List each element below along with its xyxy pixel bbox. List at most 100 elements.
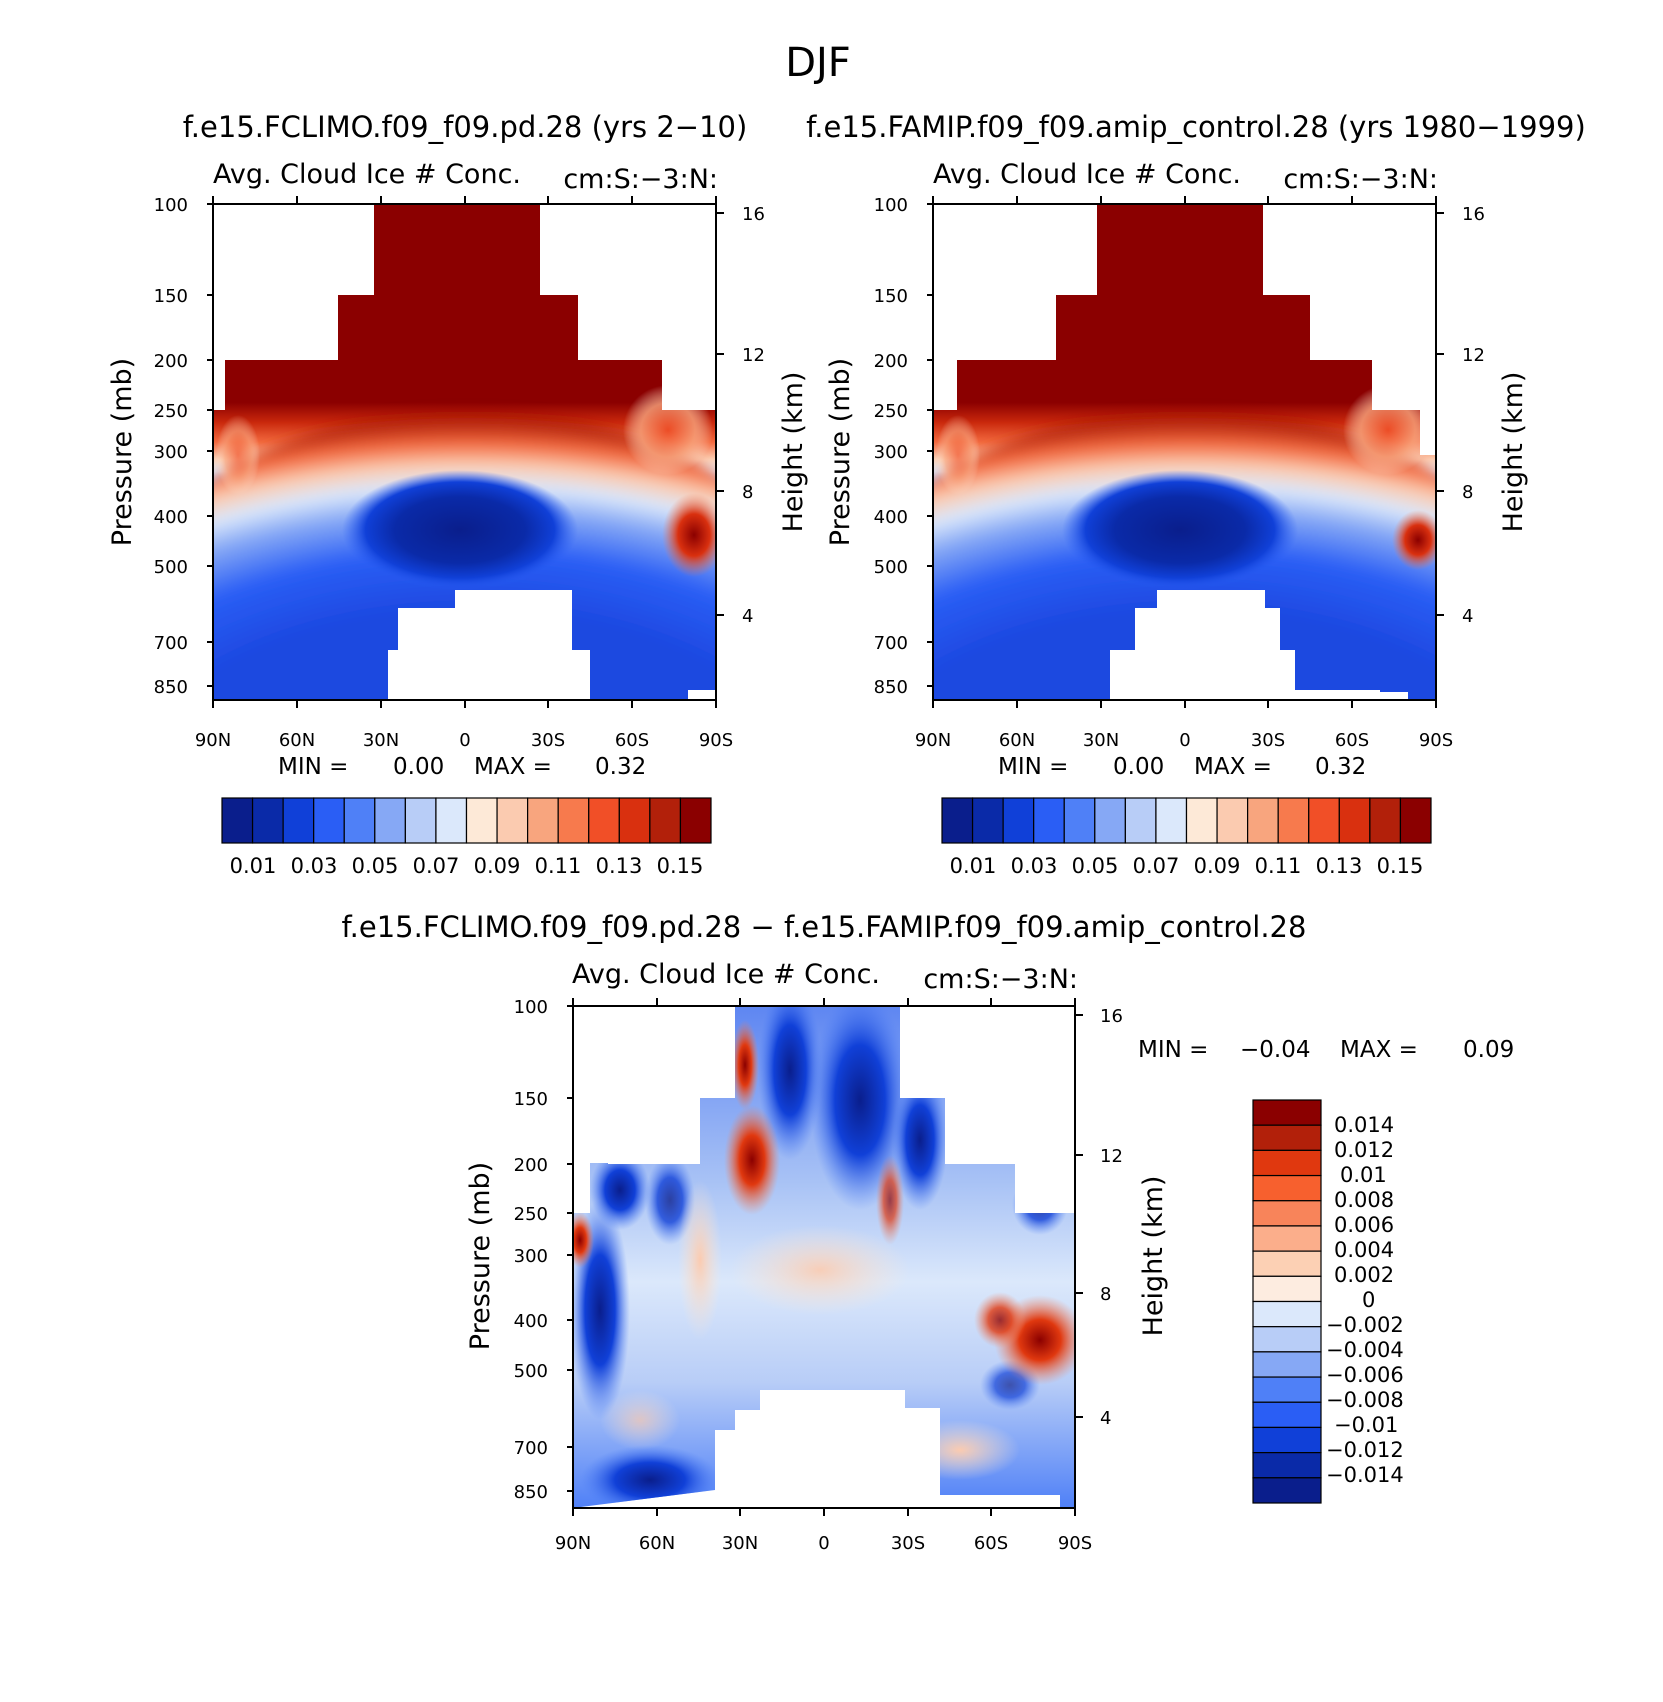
- y-tick-label: 300: [874, 442, 908, 463]
- x-tick-label: 90S: [699, 730, 733, 751]
- y-tick-label: 300: [514, 1246, 548, 1267]
- y-right-tick-label: 4: [742, 606, 753, 627]
- y-axis-right-label: Height (km): [1138, 1176, 1169, 1337]
- y-right-tick-label: 12: [1100, 1146, 1123, 1167]
- y-tick-label: 850: [154, 677, 188, 698]
- x-tick-label: 60N: [999, 730, 1035, 751]
- left-string: Avg. Cloud Ice # Conc.: [933, 159, 1241, 190]
- colorbar-swatch: [1216, 797, 1249, 844]
- y-axis-right-label: Height (km): [1498, 372, 1529, 533]
- y-tick-label: 500: [154, 557, 188, 578]
- min-max-stats: MIN = 0.00 MAX = 0.32: [998, 754, 1366, 780]
- colorbar-label: 0.006: [1334, 1213, 1394, 1237]
- colorbar-swatch: [496, 797, 529, 844]
- colorbar-label: 0.13: [596, 854, 643, 878]
- colorbar-label: 0.13: [1316, 854, 1363, 878]
- colorbar-labels: 0.01 0.03 0.05 0.07 0.09 0.11 0.13 0.15: [230, 854, 704, 878]
- colorbar-swatch: [1094, 797, 1126, 844]
- colorbar-swatch: [374, 797, 406, 844]
- colorbar-label: 0.05: [352, 854, 399, 878]
- min-label: MIN =: [1138, 1037, 1208, 1063]
- colorbar-swatch: [557, 797, 590, 844]
- colorbar-swatch: [1252, 1225, 1322, 1252]
- colorbar-swatch: [313, 797, 345, 844]
- left-string: Avg. Cloud Ice # Conc.: [213, 159, 521, 190]
- y-tick-label: 250: [874, 401, 908, 422]
- colorbar-label: −0.012: [1326, 1438, 1404, 1462]
- y-tick-label: 400: [874, 507, 908, 528]
- x-tick-label: 90N: [915, 730, 951, 751]
- colorbar-swatch: [1252, 1376, 1322, 1403]
- panel-title: f.e15.FAMIP.f09_f09.amip_control.28 (yrs…: [806, 110, 1586, 144]
- colorbar-swatch: [465, 797, 498, 844]
- y-tick-label: 850: [874, 677, 908, 698]
- x-tick-label: 90N: [195, 730, 231, 751]
- y-right-tick-label: 8: [1462, 482, 1473, 503]
- x-tick-label: 0: [1179, 730, 1190, 751]
- colorbar-swatch: [1252, 1250, 1322, 1277]
- colorbar-swatch: [1252, 1124, 1322, 1151]
- colorbar-swatch: [941, 797, 974, 844]
- y-right-tick-label: 4: [1462, 606, 1473, 627]
- contour-field: [573, 1006, 1075, 1508]
- figure-title: DJF: [785, 40, 851, 86]
- x-tick-label: 90S: [1058, 1533, 1092, 1554]
- colorbar-swatch: [1252, 1326, 1322, 1353]
- colorbar-labels: 0.014 0.012 0.01 0.008 0.006 0.004 0.002…: [1326, 1113, 1404, 1487]
- colorbar-label: 0.15: [657, 854, 704, 878]
- y-tick-label: 500: [874, 557, 908, 578]
- colorbar-swatch: [1252, 1401, 1322, 1429]
- min-value: 0.00: [1113, 754, 1164, 780]
- colorbar-swatch: [1252, 1300, 1322, 1328]
- min-label: MIN =: [278, 754, 348, 780]
- y-axis-left: 100 150 200 250 300 400 500 700 850 Pres…: [465, 997, 573, 1503]
- colorbar-swatch: [527, 797, 559, 844]
- colorbar-label: −0.008: [1326, 1388, 1404, 1412]
- x-tick-label: 60S: [1335, 730, 1369, 751]
- y-tick-label: 200: [154, 351, 188, 372]
- colorbar: [941, 797, 1432, 844]
- y-axis-label: Pressure (mb): [107, 358, 138, 546]
- min-value: −0.04: [1240, 1037, 1310, 1063]
- colorbar-label: 0.03: [291, 854, 338, 878]
- colorbar-swatch: [1308, 797, 1340, 844]
- colorbar-swatch: [1252, 1200, 1322, 1227]
- x-tick-label: 30S: [891, 1533, 925, 1554]
- max-value: 0.32: [1315, 754, 1366, 780]
- colorbar-label: 0: [1362, 1288, 1375, 1312]
- y-tick-label: 400: [154, 507, 188, 528]
- colorbar-swatch: [1252, 1174, 1322, 1202]
- colorbar-label: 0.014: [1334, 1113, 1394, 1137]
- y-axis-right: 16 12 8 4 Height (km): [716, 204, 809, 627]
- y-tick-label: 300: [154, 442, 188, 463]
- x-tick-label: 60N: [639, 1533, 675, 1554]
- colorbar-swatch: [435, 797, 468, 844]
- x-axis: 90N 60N 30N 0 30S 60S 90S: [915, 196, 1453, 751]
- colorbar-swatch: [618, 797, 651, 844]
- colorbar-swatch: [1002, 797, 1035, 844]
- colorbar-label: 0.002: [1334, 1263, 1394, 1287]
- left-string: Avg. Cloud Ice # Conc.: [572, 959, 880, 990]
- y-tick-label: 250: [154, 401, 188, 422]
- colorbar-swatch: [1277, 797, 1310, 844]
- x-tick-label: 30S: [1251, 730, 1285, 751]
- y-right-tick-label: 8: [1100, 1284, 1111, 1305]
- y-tick-label: 200: [514, 1155, 548, 1176]
- colorbar-swatch: [1369, 797, 1402, 844]
- y-tick-label: 400: [514, 1311, 548, 1332]
- min-label: MIN =: [998, 754, 1068, 780]
- colorbar-label: −0.002: [1326, 1313, 1404, 1337]
- y-right-tick-label: 16: [1100, 1006, 1123, 1027]
- x-tick-label: 60N: [279, 730, 315, 751]
- colorbar: [1252, 1099, 1322, 1504]
- x-tick-label: 0: [459, 730, 470, 751]
- colorbar-label: −0.006: [1326, 1363, 1404, 1387]
- colorbar-swatch: [221, 797, 254, 844]
- y-axis-label: Pressure (mb): [465, 1162, 496, 1350]
- y-right-tick-label: 16: [1462, 204, 1485, 225]
- panel-title: f.e15.FCLIMO.f09_f09.pd.28 − f.e15.FAMIP…: [342, 910, 1307, 944]
- right-string: cm:S:−3:N:: [923, 964, 1078, 995]
- colorbar-label: 0.07: [413, 854, 460, 878]
- colorbar-swatch: [282, 797, 315, 844]
